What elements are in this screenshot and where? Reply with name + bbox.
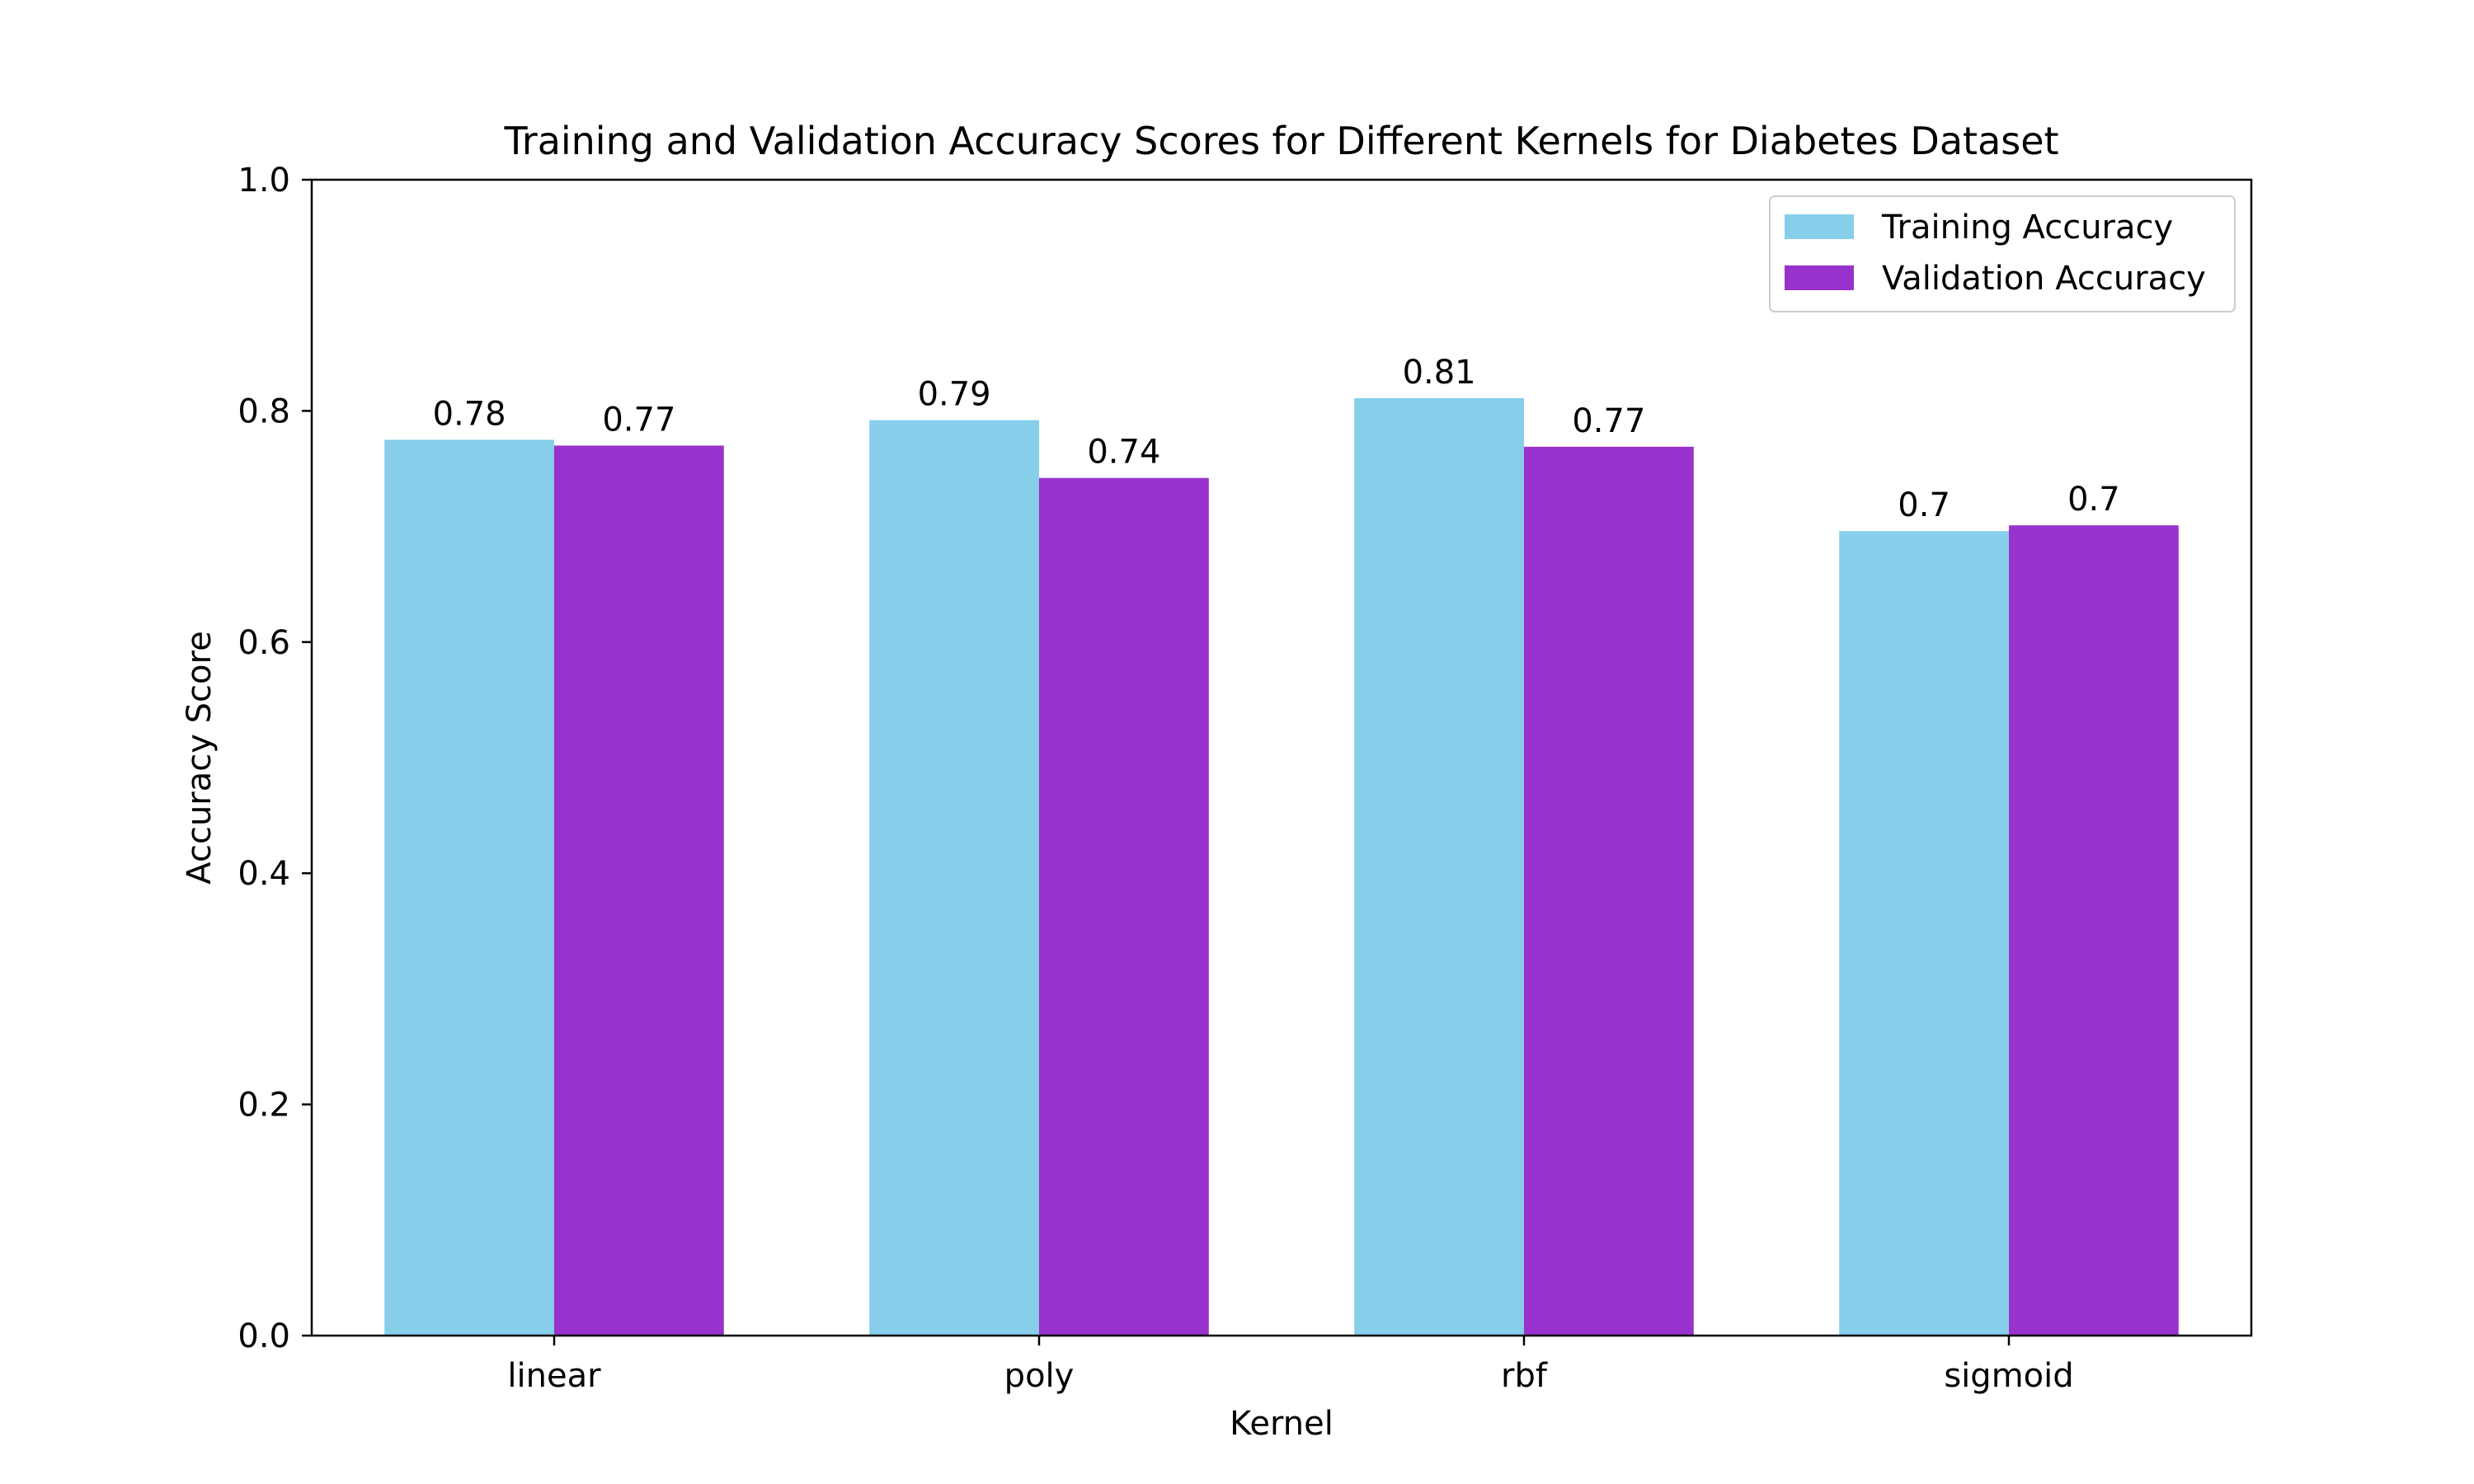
x-tick-label-sigmoid: sigmoid [1944, 1357, 2073, 1395]
bar-validation-poly [1039, 477, 1209, 1336]
bar-value-label-validation-poly: 0.74 [1087, 434, 1160, 472]
y-tick-label: 0.6 [238, 624, 290, 662]
bars-layer [384, 397, 2179, 1336]
bar-value-label-training-linear: 0.78 [433, 395, 506, 433]
x-tick-label-rbf: rbf [1501, 1357, 1548, 1395]
bar-value-label-training-sigmoid: 0.7 [1898, 486, 1950, 524]
y-tick-label: 1.0 [238, 162, 290, 200]
bar-training-sigmoid [1839, 531, 2009, 1336]
y-axis-ticks: 0.0 0.2 0.4 0.6 0.8 1.0 [238, 162, 312, 1355]
legend-label-validation: Validation Accuracy [1882, 260, 2206, 298]
chart-title: Training and Validation Accuracy Scores … [503, 119, 2058, 163]
y-tick-label: 0.0 [238, 1317, 290, 1355]
y-tick-label: 0.8 [238, 392, 290, 430]
y-axis-label: Accuracy Score [181, 631, 219, 884]
x-axis-ticks: linear poly rbf sigmoid [507, 1336, 2074, 1395]
bar-value-label-training-rbf: 0.81 [1403, 354, 1476, 392]
y-tick-label: 0.4 [238, 855, 290, 893]
legend-swatch-validation [1785, 265, 1854, 290]
bar-validation-linear [554, 445, 724, 1336]
bar-validation-sigmoid [2009, 525, 2179, 1336]
bar-training-rbf [1354, 397, 1524, 1336]
x-tick-label-poly: poly [1004, 1357, 1075, 1395]
bar-training-linear [384, 439, 554, 1336]
legend-swatch-training [1785, 214, 1854, 239]
plot-frame [310, 178, 2253, 1337]
bar-value-label-validation-sigmoid: 0.7 [2067, 481, 2120, 519]
x-axis-label: Kernel [1230, 1405, 1333, 1443]
x-tick-label-linear: linear [507, 1357, 601, 1395]
bar-labels-layer: 0.78 0.79 0.81 0.7 0.77 0.74 0.77 0.7 [433, 354, 2120, 524]
bar-training-poly [869, 420, 1039, 1336]
bar-value-label-validation-linear: 0.77 [602, 401, 675, 439]
bar-value-label-training-poly: 0.79 [918, 376, 991, 414]
legend: Training Accuracy Validation Accuracy [1769, 195, 2236, 312]
bar-validation-rbf [1524, 446, 1694, 1336]
y-tick-label: 0.2 [238, 1087, 290, 1125]
bar-value-label-validation-rbf: 0.77 [1572, 402, 1645, 440]
legend-label-training: Training Accuracy [1881, 209, 2173, 247]
legend-frame [1769, 195, 2236, 312]
